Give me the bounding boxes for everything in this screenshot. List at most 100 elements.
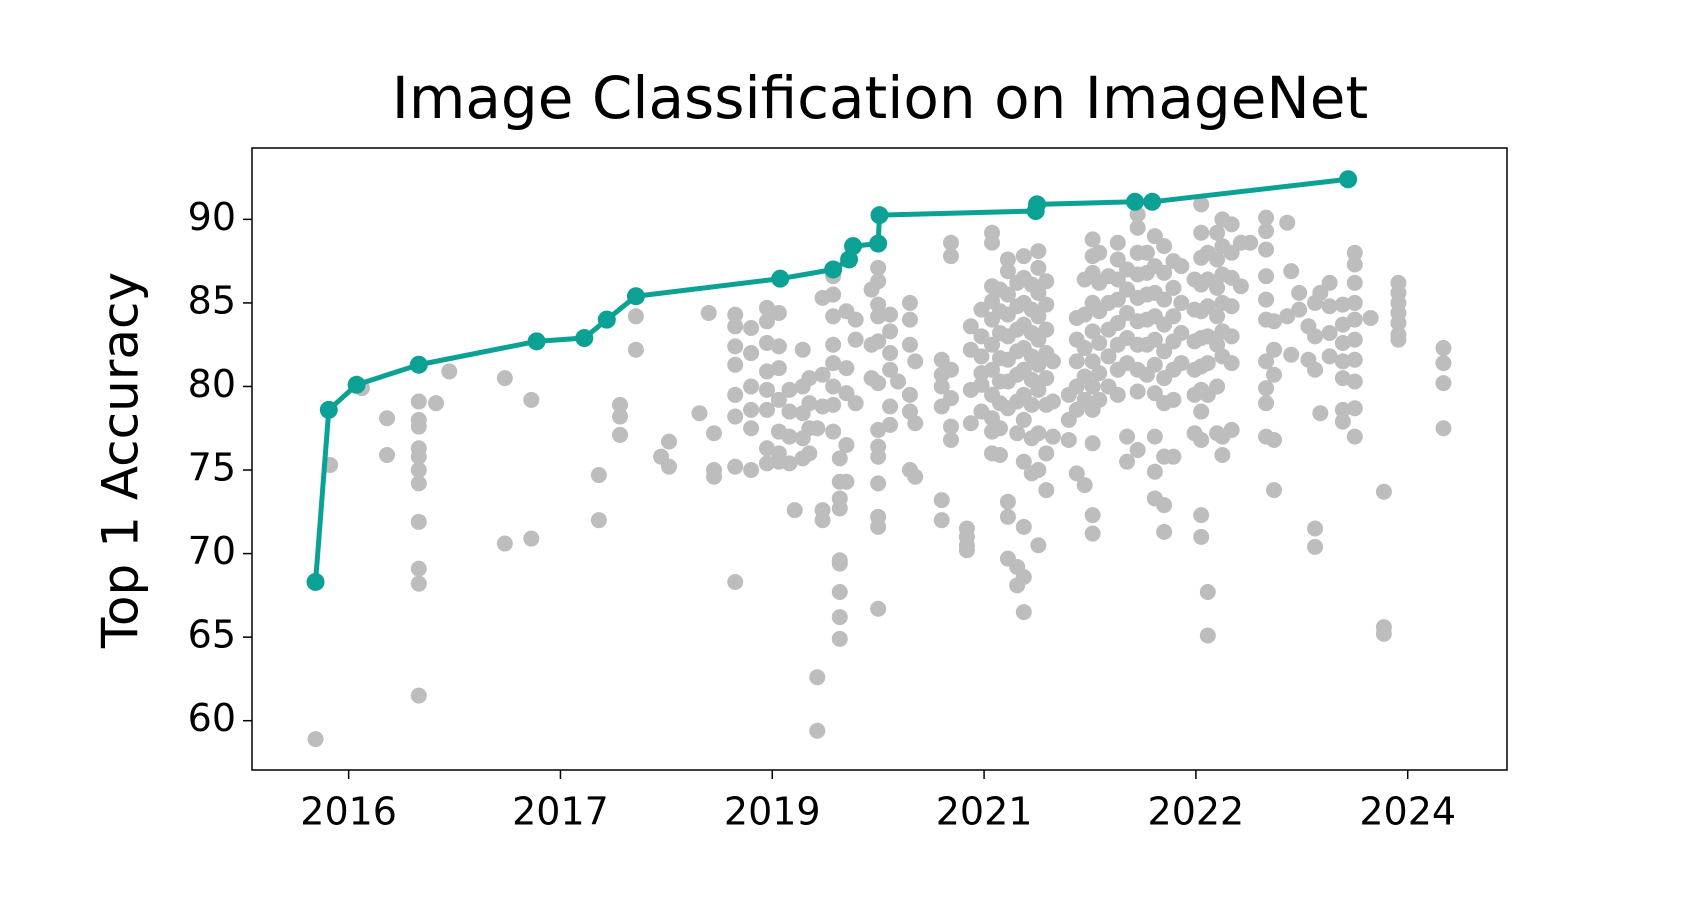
scatter-point [307,731,324,748]
scatter-point [1038,321,1055,338]
scatter-point [1084,323,1101,340]
scatter-point [801,370,818,387]
scatter-point [1015,604,1032,621]
scatter-point [1291,301,1308,318]
scatter-point [933,492,950,509]
scatter-point [809,669,826,686]
line-marker [319,400,338,419]
scatter-point [1321,298,1338,315]
scatter-point [1084,231,1101,248]
scatter-point [1015,411,1032,428]
scatter-point [1346,274,1363,291]
scatter-point [999,493,1016,510]
scatter-point [1291,284,1308,301]
scatter-point [1266,341,1283,358]
scatter-point [870,375,887,392]
scatter-point [1146,331,1163,348]
scatter-point [627,308,644,325]
scatter-point [1390,331,1407,348]
line-marker [597,310,616,329]
scatter-point [1156,343,1173,360]
scatter-point [1109,314,1126,331]
scatter-point [410,513,427,530]
x-tick-label: 2019 [724,790,821,834]
line-marker [347,375,366,394]
scatter-point [942,361,959,378]
scatter-point [1146,463,1163,480]
scatter-point [1209,378,1226,395]
x-tick-label: 2021 [936,790,1033,834]
scatter-point [1173,294,1190,311]
scatter-point [1258,268,1275,285]
scatter-point [627,341,644,358]
scatter-point [1015,518,1032,535]
scatter-point [1129,383,1146,400]
scatter-point [1346,373,1363,390]
scatter-point [612,396,629,413]
scatter-point [870,273,887,290]
scatter-point [825,355,842,372]
scatter-point [727,573,744,590]
scatter-point [942,431,959,448]
scatter-point [882,398,899,415]
scatter-point [1266,431,1283,448]
scatter-point [1076,340,1093,357]
scatter-point [973,348,990,365]
scatter-point [831,500,848,517]
scatter-point [1346,311,1363,328]
scatter-point [1199,584,1216,601]
scatter-point [706,425,723,442]
scatter-point [882,416,899,433]
scatter-point [410,393,427,410]
scatter-point [1156,291,1173,308]
scatter-point [1165,448,1182,465]
line-marker [409,355,428,374]
scatter-point [870,296,887,313]
scatter-point [523,391,540,408]
scatter-point [1209,308,1226,325]
scatter-point [1266,366,1283,383]
line-marker [1339,170,1358,189]
scatter-point [1091,335,1108,352]
scatter-point [758,401,775,418]
scatter-point [847,395,864,412]
scatter-point [1030,243,1047,260]
scatter-point [882,323,899,340]
scatter-point [1138,244,1155,261]
scatter-point [496,535,513,552]
scatter-point [1165,391,1182,408]
line-marker [1143,192,1162,211]
scatter-point [727,318,744,335]
scatter-point [907,415,924,432]
scatter-point [870,448,887,465]
scatter-point [1109,251,1126,268]
scatter-point [1146,428,1163,445]
scatter-point [770,338,787,355]
scatter-point [1146,356,1163,373]
x-tick-label: 2016 [300,790,397,834]
scatter-point [825,336,842,353]
scatter-point [801,395,818,412]
scatter-point [1258,380,1275,397]
scatter-point [727,408,744,425]
scatter-point [743,345,760,362]
scatter-point [1030,356,1047,373]
scatter-point [1312,405,1329,422]
scatter-point [1279,308,1296,325]
scatter-point [1223,421,1240,438]
scatter-point [758,313,775,330]
scatter-point [1307,328,1324,345]
scatter-point [1146,385,1163,402]
scatter-point [496,370,513,387]
scatter-point [1084,353,1101,370]
scatter-point [1258,209,1275,226]
scatter-point [1346,294,1363,311]
scatter-point [1030,259,1047,276]
scatter-point [984,234,1001,251]
scatter-point [1258,241,1275,258]
scatter-point [1038,482,1055,499]
scatter-point [1312,284,1329,301]
scatter-point [1038,296,1055,313]
